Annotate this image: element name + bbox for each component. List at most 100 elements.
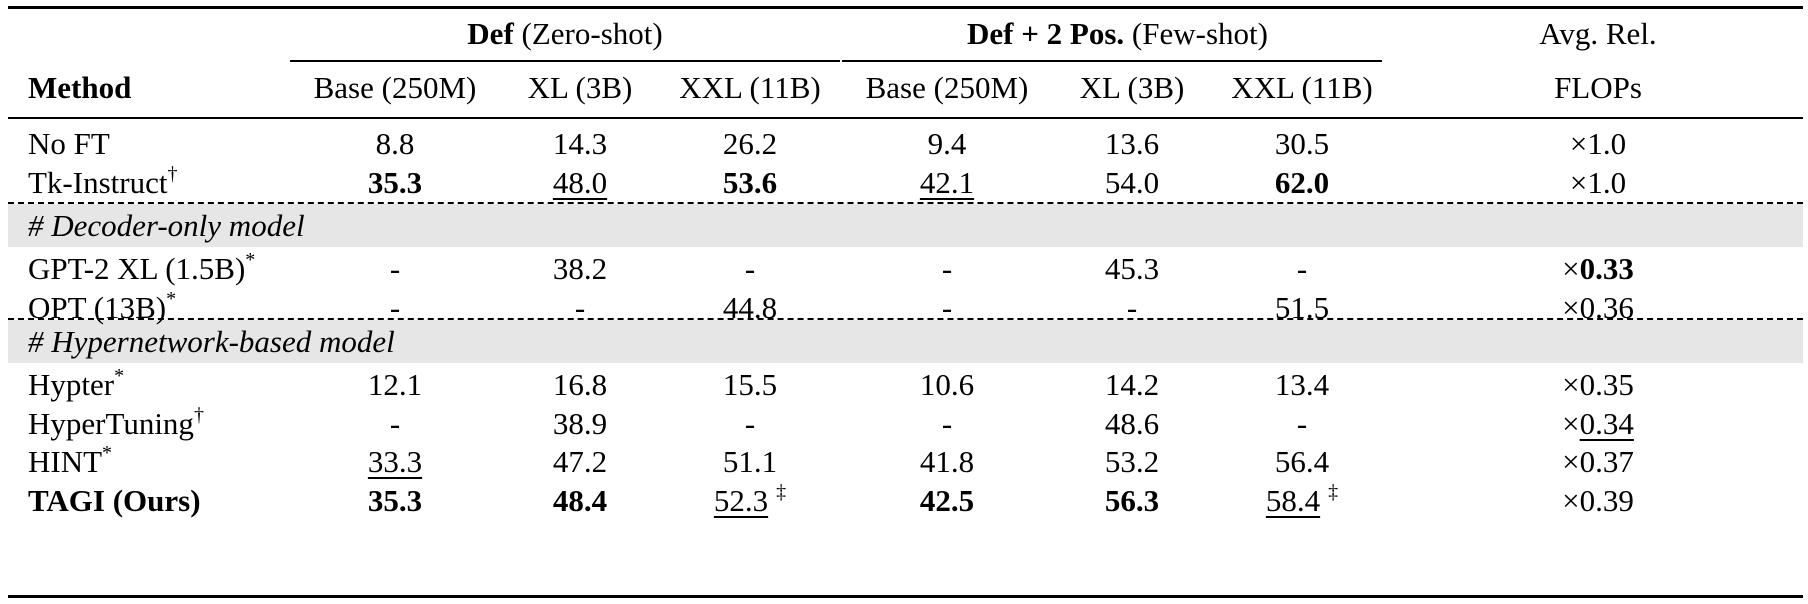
table-cell: - — [1212, 402, 1392, 446]
flops-prefix: × — [1562, 367, 1580, 402]
table-cell: 51.1 — [660, 440, 840, 484]
flops-value: 0.37 — [1579, 444, 1634, 479]
cell-value: 54.0 — [1104, 165, 1160, 200]
cell-value: 33.3 — [367, 444, 423, 479]
table-row-method: No FT — [28, 122, 290, 166]
table-cell: 62.0 — [1212, 161, 1392, 205]
table-cell: - — [290, 286, 500, 330]
header-group-zero-shot: Def (Zero-shot) — [290, 12, 840, 56]
cell-value: 48.0 — [552, 165, 608, 200]
cell-value: 12.1 — [367, 367, 423, 402]
table-cell: - — [500, 286, 660, 330]
cell-value: 10.6 — [919, 367, 975, 402]
flops-value: 0.36 — [1579, 290, 1634, 325]
method-name: Tk-Instruct — [28, 165, 168, 200]
header-group-zero-shot-bold: Def — [467, 16, 514, 51]
table-cell: - — [290, 402, 500, 446]
bottom-rule — [8, 595, 1803, 598]
table-cell: 35.3 — [290, 161, 500, 205]
flops-prefix: × — [1562, 444, 1580, 479]
table-row-flops: ×1.0 — [1393, 161, 1803, 205]
header-col-6: XXL (11B) — [1231, 70, 1373, 105]
header-method: Method — [28, 70, 132, 105]
flops-value: 1.0 — [1587, 126, 1627, 161]
table-cell: - — [1212, 247, 1392, 291]
table-row-flops: ×1.0 — [1393, 122, 1803, 166]
table-cell: - — [1052, 286, 1212, 330]
table-cell: 53.6 — [660, 161, 840, 205]
zero-shot-underline — [290, 60, 840, 62]
flops-value: 0.34 — [1579, 406, 1634, 441]
cell-value: 42.5 — [919, 483, 975, 518]
method-footnote-mark: * — [245, 248, 256, 271]
cell-value: 47.2 — [552, 444, 608, 479]
table-cell: 56.3 — [1052, 479, 1212, 523]
header-avg-rel: Avg. Rel. — [1539, 16, 1657, 51]
table-row-method: Hypter* — [28, 363, 290, 407]
table-cell: 33.3 — [290, 440, 500, 484]
cell-value: 56.4 — [1274, 444, 1330, 479]
flops-value: 0.33 — [1579, 251, 1634, 286]
table-cell: 35.3 — [290, 479, 500, 523]
table-row-flops: ×0.39 — [1393, 479, 1803, 523]
cell-value: 9.4 — [927, 126, 967, 161]
cell-value: 15.5 — [722, 367, 778, 402]
cell-value: 56.3 — [1104, 483, 1160, 518]
cell-value: 62.0 — [1274, 165, 1330, 200]
cell-value: 38.9 — [552, 406, 608, 441]
method-name: TAGI (Ours) — [28, 483, 201, 518]
table-row-method: OPT (13B)* — [28, 286, 290, 330]
table-cell: 15.5 — [660, 363, 840, 407]
table-cell: - — [660, 402, 840, 446]
flops-prefix: × — [1569, 165, 1588, 200]
cell-value: 14.2 — [1104, 367, 1160, 402]
table-cell: 45.3 — [1052, 247, 1212, 291]
flops-value: 0.39 — [1579, 483, 1634, 518]
table-cell: 10.6 — [842, 363, 1052, 407]
cell-value: 44.8 — [722, 290, 778, 325]
table-cell: 38.2 — [500, 247, 660, 291]
cell-value: - — [941, 406, 953, 441]
few-shot-underline — [842, 60, 1382, 62]
flops-prefix: × — [1562, 406, 1580, 441]
cell-footnote-mark: ‡ — [1328, 480, 1339, 503]
cell-value: 35.3 — [367, 483, 423, 518]
cell-value: 26.2 — [722, 126, 778, 161]
table-row-method: TAGI (Ours) — [28, 479, 290, 523]
table-row-flops: ×0.37 — [1393, 440, 1803, 484]
hyper-group-band — [8, 320, 1803, 363]
method-name: HyperTuning — [28, 406, 194, 441]
table-cell: - — [842, 286, 1052, 330]
flops-prefix: × — [1562, 251, 1580, 286]
flops-value: 0.35 — [1579, 367, 1634, 402]
table-cell: 14.2 — [1052, 363, 1212, 407]
table-cell: 58.4 ‡ — [1212, 479, 1392, 523]
cell-value: - — [1296, 406, 1308, 441]
hyper-group-label: # Hypernetwork-based model — [28, 324, 395, 359]
table-cell: 8.8 — [290, 122, 500, 166]
header-group-few-shot-rest: (Few-shot) — [1131, 16, 1268, 51]
decoder-group-band — [8, 204, 1803, 247]
cell-value: - — [389, 251, 401, 286]
header-col-2: XL (3B) — [527, 70, 633, 105]
table-cell: 51.5 — [1212, 286, 1392, 330]
header-flops: FLOPs — [1554, 70, 1642, 105]
table-cell: 30.5 — [1212, 122, 1392, 166]
cell-value: 53.2 — [1104, 444, 1160, 479]
cell-value: 35.3 — [367, 165, 423, 200]
cell-value: - — [941, 251, 953, 286]
table-cell: 48.6 — [1052, 402, 1212, 446]
table-cell: 52.3 ‡ — [660, 479, 840, 523]
table-cell: 56.4 — [1212, 440, 1392, 484]
method-name: No FT — [28, 126, 110, 161]
flops-prefix: × — [1562, 483, 1580, 518]
method-footnote-mark: * — [166, 287, 177, 310]
table-cell: - — [842, 402, 1052, 446]
top-rule — [8, 6, 1803, 9]
table-row-method: HyperTuning† — [28, 402, 290, 446]
cell-value: 53.6 — [722, 165, 778, 200]
cell-value: - — [574, 290, 586, 325]
cell-value: 45.3 — [1104, 251, 1160, 286]
table-cell: 13.6 — [1052, 122, 1212, 166]
table-cell: 44.8 — [660, 286, 840, 330]
